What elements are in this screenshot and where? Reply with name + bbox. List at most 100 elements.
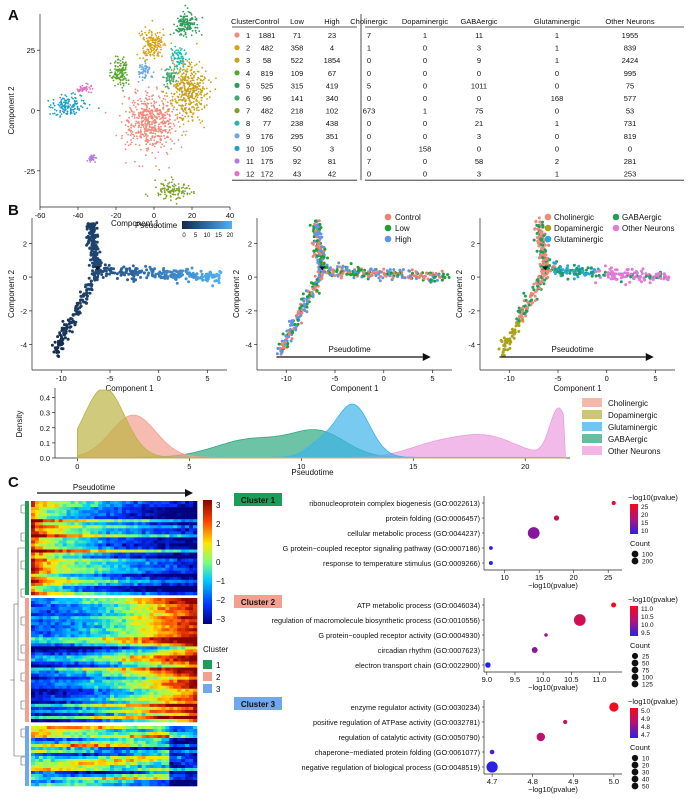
- heatmap-cell: [74, 510, 79, 514]
- heatmap-cell: [117, 576, 123, 581]
- heatmap-cell: [181, 510, 186, 514]
- heatmap-cell: [141, 501, 146, 505]
- heatmap-cell: [31, 528, 36, 532]
- trajectory-cell: [88, 291, 92, 295]
- heatmap-cell: [173, 552, 178, 556]
- trajectory-cell: [374, 271, 378, 275]
- tsne-cell: [157, 51, 160, 53]
- heatmap-cell: [133, 534, 139, 538]
- heatmap-cell: [185, 561, 190, 565]
- trajectory-cell: [78, 290, 82, 294]
- heatmap-cell: [34, 543, 40, 547]
- tsne-cluster-10: [47, 90, 100, 118]
- tsne-cell: [144, 62, 147, 65]
- tsne-cell: [138, 144, 141, 147]
- heatmap-cell: [173, 561, 178, 565]
- table-cell: 141: [291, 94, 304, 103]
- tsne-cell: [194, 84, 197, 87]
- tsne-cell: [198, 60, 201, 63]
- table-cell: 482: [261, 44, 274, 53]
- heatmap-cell: [157, 501, 162, 505]
- tsne-cell: [140, 148, 142, 151]
- heatmap-cell: [193, 531, 198, 535]
- group-legend-swatch: [384, 224, 392, 232]
- tsne-cell: [116, 55, 119, 58]
- table-cell: 0: [367, 119, 371, 128]
- tsne-cell: [168, 126, 171, 128]
- heatmap-cell: [70, 513, 75, 517]
- heatmap-cell: [34, 516, 40, 520]
- heatmap-cell: [34, 522, 40, 526]
- heatmap-cell: [102, 561, 107, 565]
- heatmap-cell: [106, 555, 111, 559]
- tsne-cell: [184, 53, 187, 56]
- heatmap-cell: [31, 543, 36, 547]
- heatmap-cell: [117, 522, 123, 526]
- tsne-cell: [193, 82, 196, 85]
- tsne-cell: [184, 31, 187, 34]
- heatmap-cell: [153, 522, 158, 526]
- tsne-cell: [195, 86, 198, 88]
- tsne-cell: [153, 106, 156, 109]
- heatmap-cell: [149, 549, 154, 553]
- heatmap-cell: [129, 552, 135, 556]
- tsne-cell: [69, 107, 72, 110]
- tsne-cell: [146, 122, 149, 125]
- heatmap-cell: [185, 555, 190, 559]
- tsne-cell: [75, 103, 78, 105]
- heatmap-cell: [54, 573, 59, 578]
- tsne-cell: [152, 49, 155, 52]
- tsne-cell: [168, 181, 171, 184]
- tsne-cell: [159, 141, 162, 144]
- heatmap-cell: [50, 549, 56, 553]
- tsne-cell: [195, 63, 198, 66]
- tsne-cell: [66, 98, 69, 101]
- trajectory-cell: [85, 297, 89, 301]
- heatmap-cell: [153, 519, 158, 523]
- tsne-cell: [171, 127, 173, 130]
- tsne-cell: [183, 82, 186, 85]
- trajectory-cell: [428, 273, 432, 277]
- tsne-cell: [177, 17, 179, 20]
- heatmap-cell: [114, 540, 119, 544]
- heatmap-cell: [86, 543, 91, 547]
- tsne-cell: [147, 52, 150, 54]
- heatmap-cell: [185, 570, 190, 575]
- tsne-cell: [181, 23, 184, 26]
- tsne-cell: [151, 34, 153, 37]
- heatmap-cell: [62, 534, 67, 538]
- heatmap-cell: [157, 543, 162, 547]
- tsne-cell: [167, 110, 170, 113]
- trajectory-cell: [505, 339, 509, 343]
- heatmap-cell: [31, 561, 36, 565]
- heatmap-cell: [149, 555, 154, 559]
- tsne-cell: [198, 93, 201, 95]
- table-cell: 1: [555, 44, 559, 53]
- heatmap-cell: [98, 507, 103, 511]
- heatmap-cell: [121, 534, 127, 538]
- tsne-cell: [174, 119, 176, 121]
- tsne-cell: [182, 130, 185, 133]
- tsne-cell: [163, 84, 166, 86]
- tsne-cell: [152, 37, 155, 40]
- trajectory-cell: [63, 336, 67, 340]
- tsne-cell: [185, 102, 188, 105]
- trajectory-cell: [317, 219, 321, 223]
- trajectory-cell: [582, 272, 586, 276]
- density-y-tick-label: 0.4: [40, 394, 50, 403]
- table-cluster-swatch: [234, 120, 240, 126]
- heatmap-cell: [74, 552, 79, 556]
- trajectory-cell: [530, 301, 534, 305]
- tsne-cell: [150, 126, 153, 129]
- heatmap-cell: [94, 528, 99, 532]
- tsne-cell: [141, 165, 144, 168]
- heatmap-cell: [145, 540, 150, 544]
- tsne-cell: [148, 86, 150, 89]
- trajectory-cell: [133, 269, 137, 273]
- heatmap-cell: [149, 552, 154, 556]
- heatmap-cell: [90, 540, 95, 544]
- tsne-cell: [59, 111, 61, 114]
- heatmap-cell: [94, 555, 99, 559]
- heatmap-cell: [177, 552, 182, 556]
- heatmap-cell: [62, 519, 67, 523]
